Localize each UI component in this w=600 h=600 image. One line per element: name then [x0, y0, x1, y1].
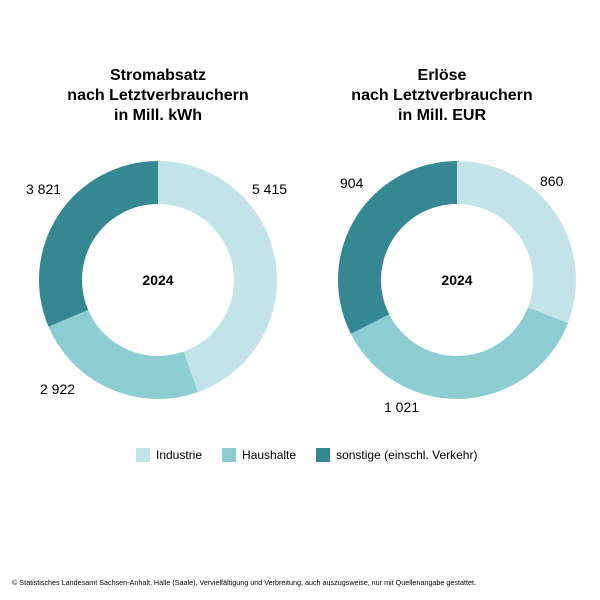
- right-title-line-1: Erlöse: [417, 67, 467, 84]
- left-donut-slice-sonstige: [38, 161, 159, 327]
- legend-label-sonstige: sonstige (einschl. Verkehr): [336, 448, 478, 462]
- right-donut-slice-haushalte: [350, 307, 568, 400]
- left-title-line-3: in Mill. kWh: [114, 107, 202, 124]
- legend-item-industrie: Industrie: [136, 448, 202, 462]
- copyright-footer: © Statistisches Landesamt Sachsen-Anhalt…: [12, 578, 476, 587]
- left-value-label-sonstige: 3 821: [26, 181, 61, 197]
- right-center-year-label: 2024: [441, 272, 472, 288]
- right-value-label-sonstige: 904: [340, 175, 364, 191]
- left-value-label-haushalte: 2 922: [40, 381, 75, 397]
- legend-swatch-industrie: [136, 448, 150, 462]
- left-chart-title: Stromabsatz nach Letztverbrauchern in Mi…: [28, 66, 288, 126]
- left-value-label-industrie: 5 415: [252, 181, 287, 197]
- legend-item-haushalte: Haushalte: [222, 448, 296, 462]
- left-title-line-2: nach Letztverbrauchern: [67, 87, 249, 104]
- legend-label-industrie: Industrie: [156, 448, 203, 462]
- left-donut-slice-haushalte: [48, 309, 199, 399]
- right-value-label-industrie: 860: [540, 173, 564, 189]
- legend: Industrie Haushalte sonstige (einschl. V…: [136, 448, 497, 462]
- right-donut-slice-sonstige: [337, 161, 457, 334]
- right-chart-title: Erlöse nach Letztverbrauchern in Mill. E…: [312, 66, 572, 126]
- legend-label-haushalte: Haushalte: [242, 448, 297, 462]
- left-title-line-1: Stromabsatz: [109, 67, 207, 84]
- legend-swatch-haushalte: [222, 448, 237, 462]
- left-donut-slice-industrie: [158, 161, 277, 393]
- legend-item-sonstige: sonstige (einschl. Verkehr): [316, 448, 477, 462]
- right-title-line-3: in Mill. EUR: [398, 107, 486, 124]
- left-center-year-label: 2024: [142, 272, 173, 288]
- right-value-label-haushalte: 1 021: [384, 399, 419, 415]
- legend-swatch-sonstige: [316, 448, 331, 462]
- right-donut-slice-industrie: [457, 161, 576, 323]
- right-title-line-2: nach Letztverbrauchern: [351, 87, 533, 104]
